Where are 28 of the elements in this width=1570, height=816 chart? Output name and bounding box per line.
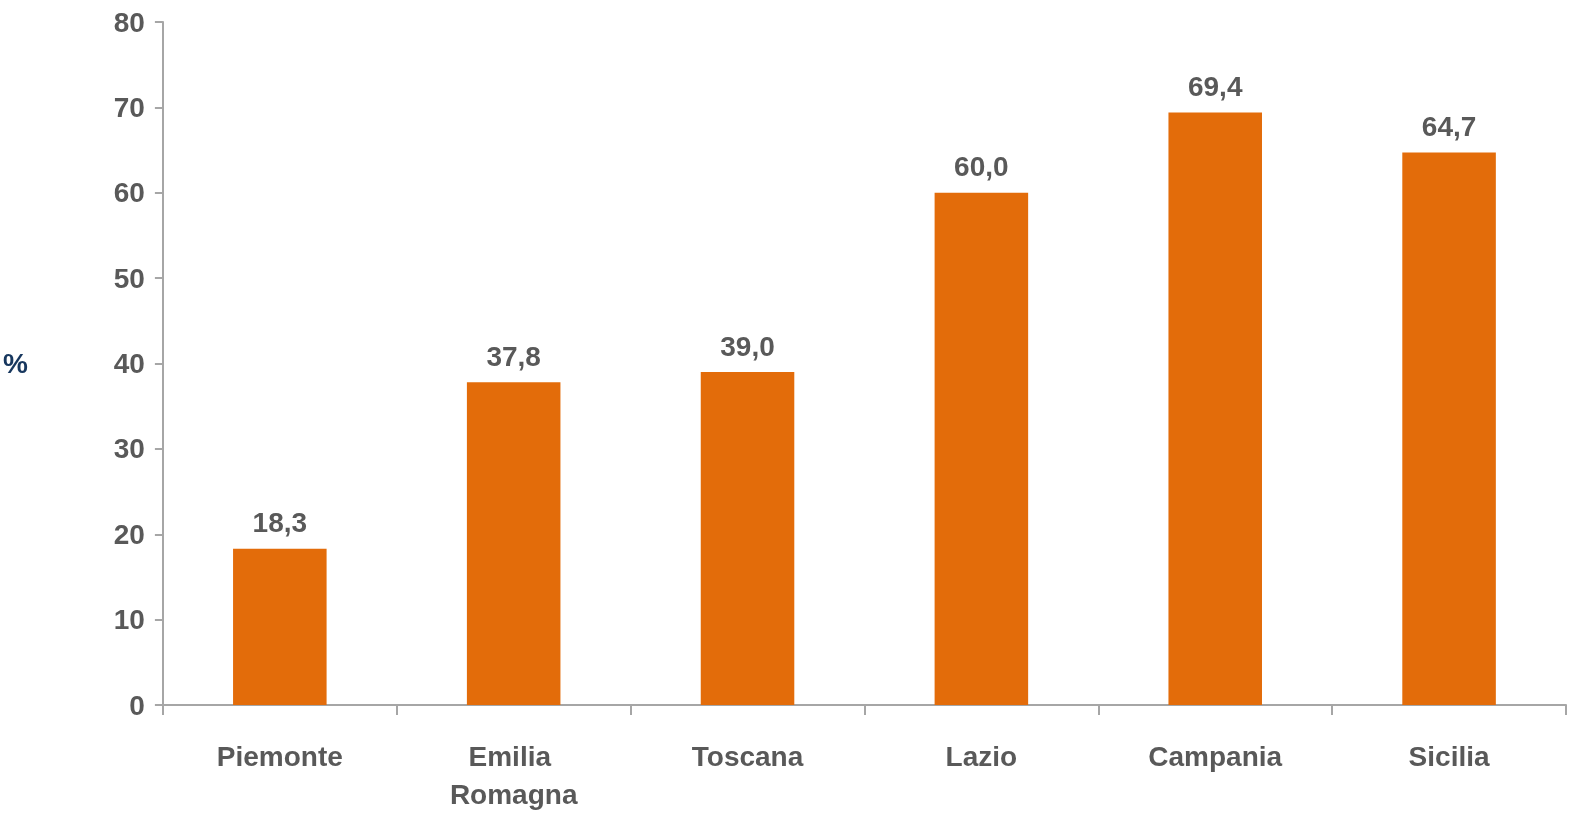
y-tick-label: 0 [129, 689, 145, 721]
bar [233, 548, 327, 705]
bar [700, 372, 795, 705]
x-tick-label: Toscana [691, 740, 804, 772]
bar [1168, 112, 1262, 705]
data-label: 60,0 [954, 151, 1009, 183]
y-tick-label: 60 [113, 177, 145, 209]
x-tick-label: Piemonte [216, 740, 343, 772]
x-tick-label: Campania [1148, 740, 1283, 772]
y-tick-label: 80 [113, 6, 145, 38]
data-label: 64,7 [1421, 111, 1477, 143]
y-tick-label: 70 [113, 91, 145, 123]
bar [1402, 152, 1496, 705]
x-tick-label: Emilia Romagna [449, 740, 578, 810]
x-tick-label: Lazio [945, 740, 1018, 772]
data-label: 39,0 [720, 330, 775, 362]
data-label: 18,3 [252, 507, 308, 539]
y-tick-label: 50 [113, 262, 145, 294]
bar [934, 192, 1029, 705]
y-tick-label: 30 [113, 433, 145, 465]
y-tick-label: 20 [113, 518, 145, 550]
y-tick-label: 40 [113, 348, 145, 379]
x-tick-label: Sicilia [1408, 740, 1490, 772]
y-tick-label: 10 [113, 604, 145, 636]
y-axis-title: % [2, 348, 28, 379]
bar [466, 382, 561, 705]
data-label: 69,4 [1187, 71, 1243, 102]
data-label: 37,8 [486, 340, 541, 372]
